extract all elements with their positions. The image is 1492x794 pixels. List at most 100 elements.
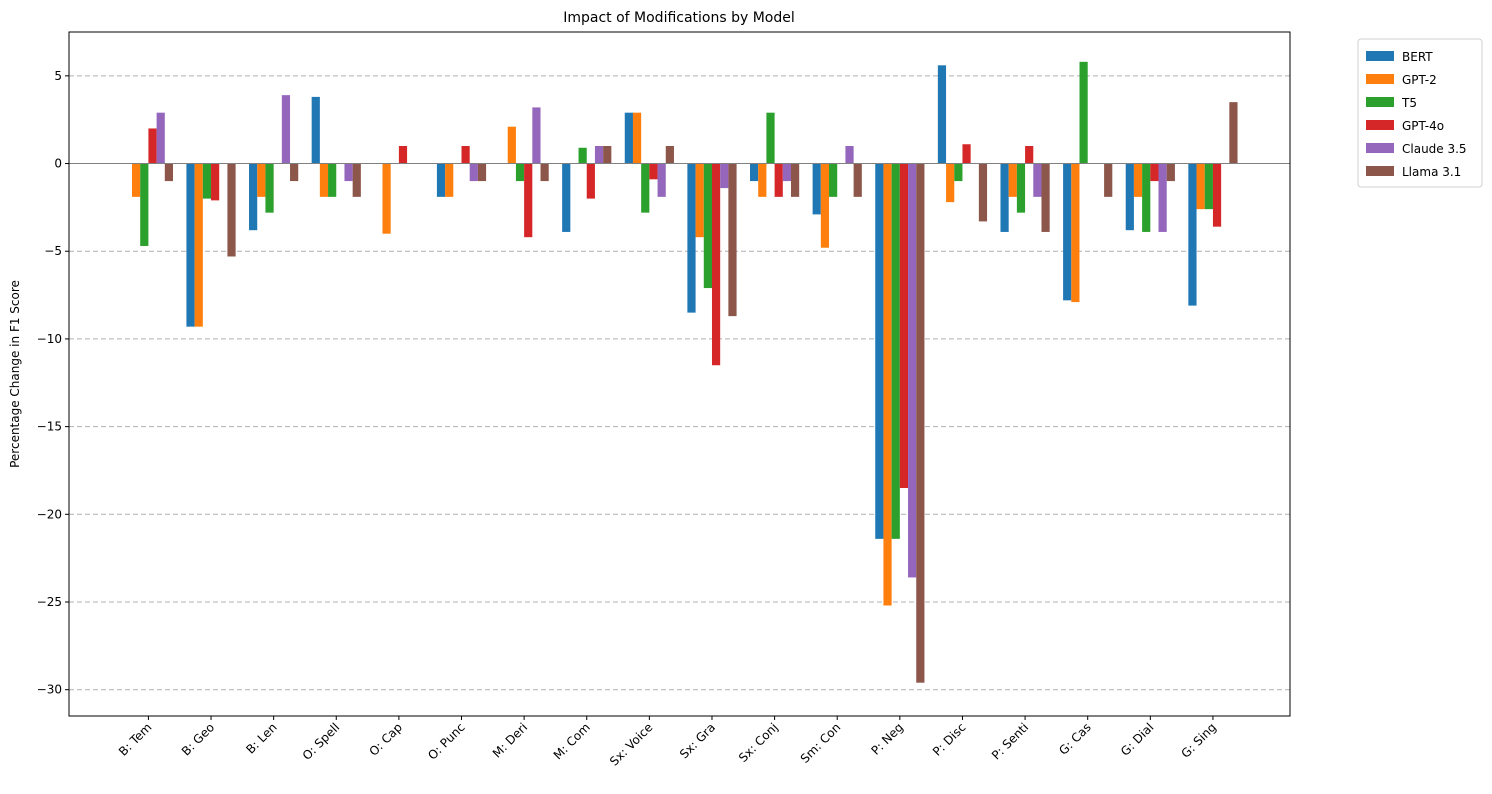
legend-swatch <box>1366 120 1394 130</box>
chart-title: Impact of Modifications by Model <box>563 10 795 26</box>
legend-swatch <box>1366 143 1394 153</box>
bar <box>257 163 266 197</box>
bar <box>524 163 533 238</box>
bar <box>829 163 838 197</box>
bar <box>978 163 988 222</box>
bar <box>148 128 157 164</box>
gridlines <box>69 75 1290 691</box>
bar <box>1150 163 1159 182</box>
bar <box>1158 163 1167 232</box>
bar <box>632 112 642 164</box>
bar <box>812 163 821 215</box>
bar <box>532 107 541 164</box>
bar <box>624 112 633 164</box>
bar <box>436 163 446 197</box>
y-tick-label: −10 <box>37 332 62 346</box>
x-tick-label: Sx: Conj <box>736 720 781 765</box>
bar <box>937 65 947 164</box>
x-tick-label: O: Cap <box>366 720 405 759</box>
bar <box>515 163 525 182</box>
bar <box>1229 102 1238 164</box>
bar <box>1212 163 1222 227</box>
bar <box>720 163 729 189</box>
bar <box>507 126 516 164</box>
bar <box>1125 163 1134 231</box>
bar <box>766 112 775 164</box>
legend-swatch <box>1366 97 1394 107</box>
bar <box>344 163 353 182</box>
bar <box>140 163 149 246</box>
bar <box>281 95 291 164</box>
bar <box>820 163 830 248</box>
bar <box>1196 163 1205 210</box>
bar <box>1025 146 1034 164</box>
bar <box>891 163 900 539</box>
bar <box>249 163 258 231</box>
bar <box>1133 163 1143 197</box>
legend: BERT GPT-2 T5 GPT-4o Claude 3.5 Llama 3.1 <box>1357 38 1483 188</box>
bar <box>665 146 674 164</box>
y-axis-label: Percentage Change in F1 Score <box>8 280 22 468</box>
bar <box>883 163 892 606</box>
bar <box>916 163 925 683</box>
bar <box>1104 163 1113 197</box>
legend-label: Llama 3.1 <box>1402 165 1461 179</box>
axes: 5 0 −5 −10 −15 −20 −25 −30 B: Tem B: Geo B: Len O: … <box>37 31 1291 769</box>
bar <box>782 163 791 182</box>
bar <box>687 163 696 313</box>
x-tick-label: B: Len <box>243 720 279 756</box>
bar <box>311 96 320 164</box>
bar <box>695 163 704 238</box>
bar <box>908 163 917 578</box>
legend-swatch <box>1366 74 1394 84</box>
bar <box>1188 163 1197 306</box>
bar <box>758 163 767 197</box>
x-tick-label: Sm: Con <box>798 720 844 766</box>
bar <box>641 163 650 213</box>
bars <box>132 61 1238 683</box>
bar <box>728 163 737 317</box>
x-tick-label: P: Neg <box>868 720 906 758</box>
bar <box>227 163 236 257</box>
plot-frame <box>68 31 1291 717</box>
bar <box>319 163 329 197</box>
bar <box>1000 163 1009 232</box>
bar <box>290 163 299 182</box>
legend-swatch <box>1366 51 1394 61</box>
y-tick-label: 0 <box>54 157 62 171</box>
x-tick-label: B: Geo <box>179 720 217 758</box>
legend-label: T5 <box>1401 96 1417 110</box>
bar <box>703 163 712 289</box>
bar <box>1008 163 1017 197</box>
x-tick-label: O: Punc <box>425 720 467 762</box>
y-tick-label: −5 <box>44 244 62 258</box>
bar <box>540 163 549 182</box>
bar <box>578 147 587 164</box>
bar <box>194 163 203 327</box>
bar <box>1071 163 1080 303</box>
bar <box>657 163 666 197</box>
bar <box>469 163 478 182</box>
legend-label: Claude 3.5 <box>1402 142 1467 156</box>
x-tick-label: P: Disc <box>930 720 969 759</box>
legend-label: GPT-2 <box>1402 73 1437 87</box>
legend-swatch <box>1366 166 1394 176</box>
bar <box>853 163 862 197</box>
bar <box>586 163 595 199</box>
bar <box>791 163 800 197</box>
bar <box>352 163 361 197</box>
bar <box>164 163 173 182</box>
y-tick-label: −20 <box>37 507 62 521</box>
bar <box>1033 163 1042 197</box>
x-tick-label: Sx: Voice <box>607 720 655 768</box>
x-tick-label: Sx: Gra <box>677 720 718 761</box>
bar <box>1041 163 1050 232</box>
x-tick-label: G: Cas <box>1056 720 1094 758</box>
bar <box>265 163 274 213</box>
x-tick-label: G: Sing <box>1179 720 1220 761</box>
bar <box>382 163 391 234</box>
bar <box>398 146 408 164</box>
bar <box>461 146 470 164</box>
bar <box>1142 163 1151 232</box>
